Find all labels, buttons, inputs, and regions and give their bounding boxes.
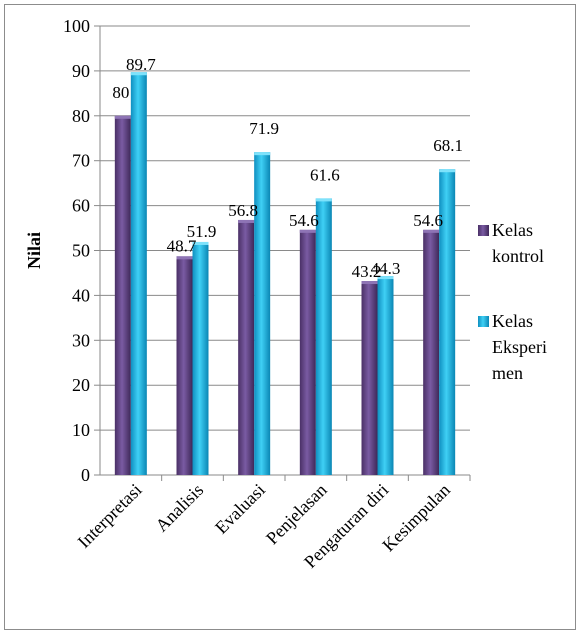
legend-label: kontrol: [492, 246, 544, 266]
y-tick-label: 0: [81, 465, 90, 485]
bar-kontrol: [361, 281, 378, 475]
bar-cap: [439, 169, 456, 173]
x-tick-label: Evaluasi: [211, 480, 269, 538]
x-tick-label: Analisis: [151, 480, 207, 536]
data-label: 48.7: [167, 236, 197, 255]
y-tick-label: 30: [72, 330, 90, 350]
data-label: 68.1: [433, 136, 463, 155]
y-tick-label: 10: [72, 420, 90, 440]
bar-kontrol: [423, 229, 440, 475]
data-label: 80: [112, 83, 129, 102]
bar-cap: [254, 152, 271, 156]
bar-eksperimen: [439, 169, 456, 475]
y-tick-label: 20: [72, 375, 90, 395]
bar-cap: [176, 256, 193, 260]
y-axis-title: Nilai: [24, 232, 44, 269]
data-label: 51.9: [187, 222, 217, 241]
bar-eksperimen: [254, 152, 271, 475]
data-label: 54.6: [413, 211, 443, 230]
data-label: 89.7: [126, 55, 156, 74]
bar-cap: [315, 198, 332, 202]
bar-cap: [192, 241, 209, 245]
bar-cap: [114, 115, 131, 119]
data-label: 61.6: [310, 165, 340, 184]
bar-cap: [423, 229, 440, 233]
y-tick-label: 80: [72, 106, 90, 126]
bar-kontrol: [114, 115, 131, 476]
bar-cap: [361, 281, 378, 285]
bar-eksperimen: [377, 276, 394, 475]
legend-label: Eksperi: [492, 337, 547, 357]
y-tick-label: 100: [63, 16, 90, 36]
y-tick-label: 90: [72, 61, 90, 81]
bar-eksperimen: [192, 241, 209, 475]
bar-kontrol: [299, 229, 316, 475]
bar-eksperimen: [130, 72, 147, 475]
y-tick-label: 60: [72, 196, 90, 216]
bar-kontrol: [238, 219, 255, 475]
bar-cap: [299, 229, 316, 233]
data-label: 44.3: [371, 259, 401, 278]
legend-swatch-kontrol: [478, 225, 489, 236]
x-tick-label: Kesimpulan: [378, 480, 454, 556]
bar-cap: [377, 276, 394, 280]
bar-cap: [130, 72, 147, 76]
data-label: 54.6: [289, 211, 319, 230]
y-tick-label: 50: [72, 241, 90, 261]
legend-label: Kelas: [492, 220, 533, 240]
bar-eksperimen: [315, 198, 332, 475]
legend-label: men: [492, 363, 523, 383]
bar-kontrol: [176, 256, 193, 475]
legend-swatch-eksperimen: [478, 316, 489, 327]
legend-label: Kelas: [492, 311, 533, 331]
data-label: 71.9: [249, 119, 279, 138]
y-tick-label: 70: [72, 151, 90, 171]
y-tick-label: 40: [72, 285, 90, 305]
x-tick-label: Interpretasi: [74, 480, 146, 552]
data-label: 56.8: [228, 201, 258, 220]
bar-cap: [238, 219, 255, 223]
data-label: 43.2: [352, 262, 382, 281]
